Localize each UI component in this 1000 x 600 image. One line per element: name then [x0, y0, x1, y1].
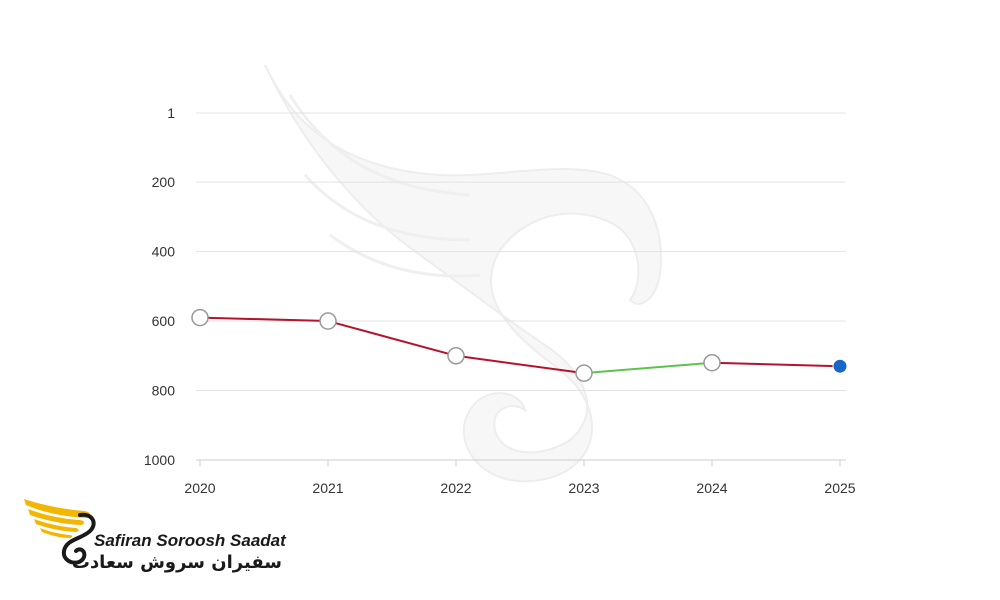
series-segment-rise [583, 361, 713, 375]
data-point[interactable] [447, 347, 465, 365]
y-tick-label: 1000 [144, 452, 175, 468]
data-point[interactable] [319, 312, 337, 330]
y-tick-label: 200 [152, 174, 176, 190]
x-tick-label: 2022 [440, 480, 471, 496]
company-logo: Safiran Soroosh Saadat سفیران سروش سعادت [22, 495, 302, 580]
x-tick-label: 2020 [184, 480, 215, 496]
data-point[interactable] [191, 308, 209, 327]
logo-name-fa: سفیران سروش سعادت [71, 552, 282, 573]
data-point-current[interactable] [832, 358, 848, 374]
marker-layer [191, 308, 848, 382]
y-tick-label: 800 [152, 383, 176, 399]
swan-watermark [264, 64, 662, 483]
x-tick-label: 2021 [312, 480, 343, 496]
axis-layer: 1 200 400 600 800 1000 2020 2021 2022 2023 2024 202… [144, 105, 856, 496]
logo-name-en: Safiran Soroosh Saadat [94, 531, 286, 550]
y-tick-label: 1 [167, 105, 175, 121]
x-tick-label: 2025 [824, 480, 855, 496]
series-segment-decline [711, 361, 841, 368]
y-tick-label: 400 [152, 244, 176, 260]
series-segment-decline [327, 320, 457, 357]
series-segment-decline [199, 316, 329, 323]
data-point[interactable] [575, 364, 593, 382]
series-line-layer [199, 316, 841, 375]
x-tick-label: 2023 [568, 480, 599, 496]
data-point[interactable] [703, 353, 721, 372]
golden-wing-logo-icon [24, 499, 96, 565]
series-segment-decline [455, 354, 585, 375]
y-tick-label: 600 [152, 313, 176, 329]
x-tick-label: 2024 [696, 480, 727, 496]
grid-layer [196, 112, 846, 461]
